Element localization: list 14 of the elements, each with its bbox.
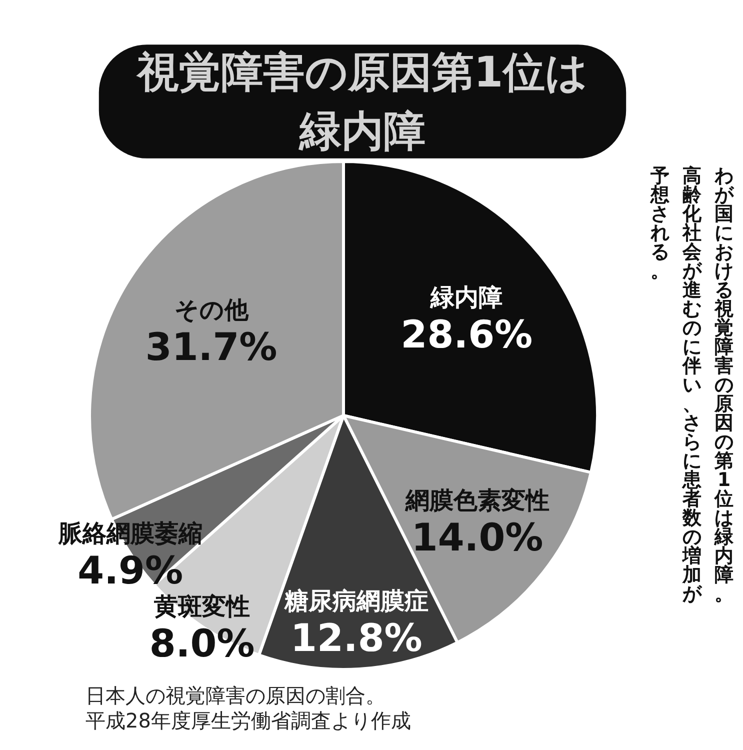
data-label: 28.6% [400,312,533,356]
text: 平成28年度厚生労働省調査より作成 [86,708,411,732]
chart-title: 視覚障害の原因第1位は緑内障 [136,48,588,156]
slice-label: 糖尿病網膜症 [283,586,428,615]
data-label: 8.0% [149,621,255,666]
slice-label: その他 [174,296,250,324]
slice-label: 黄斑変性 [153,592,250,620]
data-label: 12.8% [290,616,422,660]
data-label: 14.0% [411,516,544,560]
text: 日本人の視覚障害の原因の割合。 [86,684,386,708]
slice-label: 網膜色素変性 [404,486,550,515]
slice-label: 緑内障 [430,283,503,312]
data-label: 31.7% [145,324,278,369]
text: わが国における視覚障害の原因の第1位は緑内障。高齢化社会が進むのに伴い、さらに患者数の増加が予想される。 [650,165,734,605]
